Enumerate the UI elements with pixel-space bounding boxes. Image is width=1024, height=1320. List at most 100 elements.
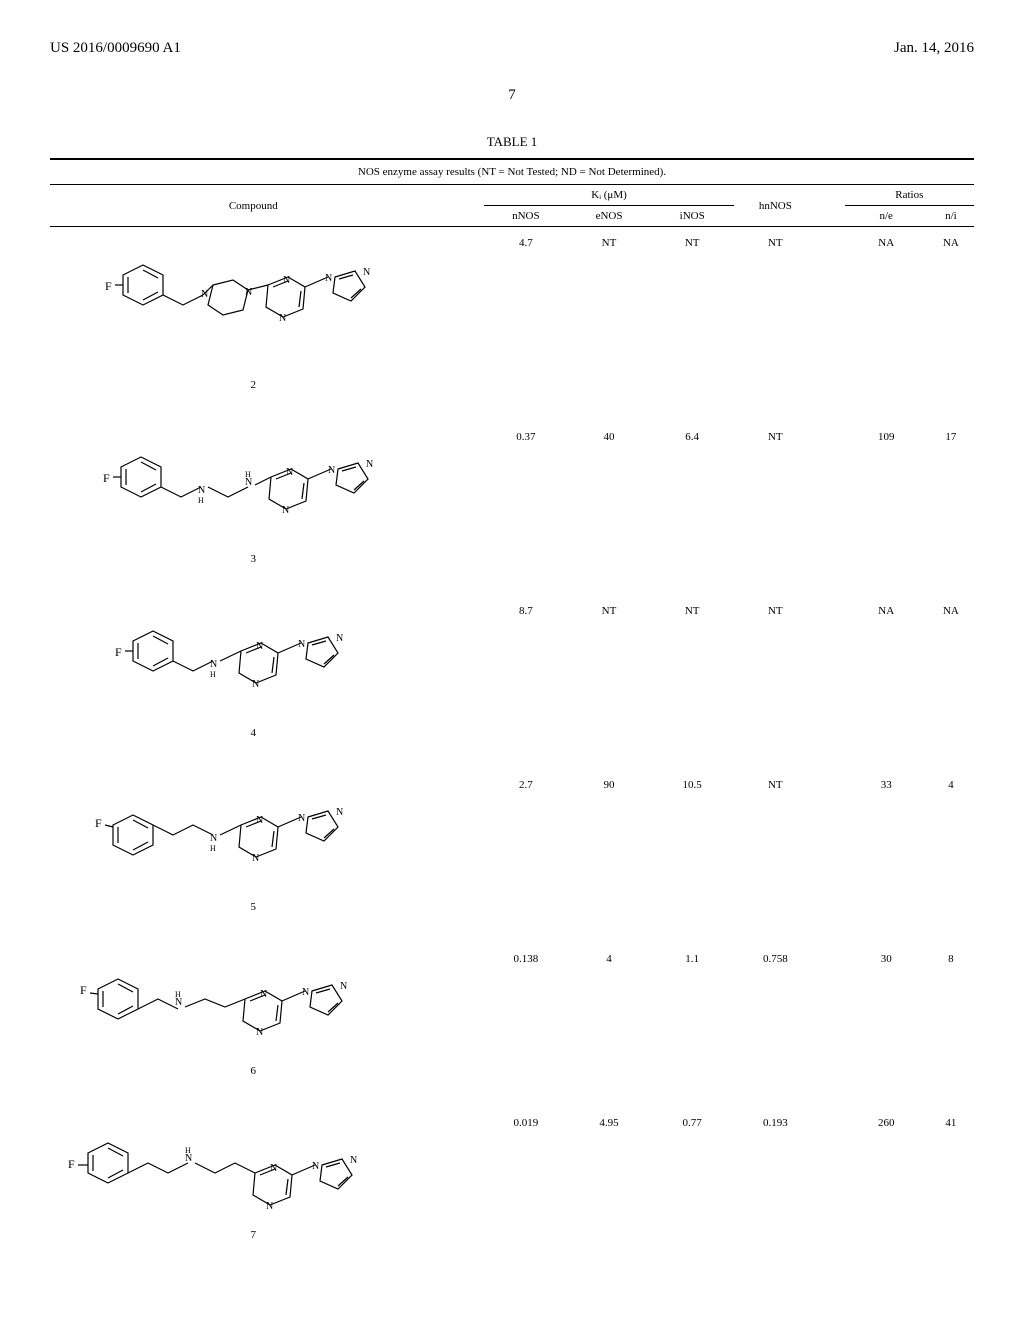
cell-eNOS: 40 [567,421,650,595]
ratio-header: Ratios [845,185,974,206]
col-compound: Compound [50,185,457,227]
svg-text:N: N [282,505,289,516]
svg-text:F: F [105,279,112,293]
svg-text:N: N [201,289,208,300]
svg-text:N: N [350,1155,357,1166]
cell-nNOS: 0.138 [484,943,567,1107]
cell-iNOS: NT [651,227,734,422]
svg-text:H: H [175,990,181,999]
cell-nNOS: 0.37 [484,421,567,595]
page-header: US 2016/0009690 A1 Jan. 14, 2016 [50,40,974,57]
cell-ne: NA [845,227,928,422]
svg-text:N: N [283,275,290,286]
structure-cell: F N H N N N [50,769,457,943]
svg-text:H: H [185,1146,191,1155]
page-number: 7 [50,87,974,104]
cell-iNOS: 1.1 [651,943,734,1107]
cell-ni: NA [928,595,974,769]
svg-text:N: N [366,459,373,470]
structure-cell: F N H N N N [50,943,457,1107]
col-hnNOS: hnNOS [734,185,817,227]
svg-text:N: N [266,1201,273,1212]
svg-text:N: N [302,987,309,998]
compound-number: 7 [54,1229,453,1241]
svg-text:H: H [210,670,216,679]
col-eNOS: eNOS [567,206,650,227]
compound-number: 3 [54,553,453,565]
svg-text:N: N [286,467,293,478]
structure-cell: F N H N N N [50,595,457,769]
svg-text:N: N [312,1161,319,1172]
table-label: TABLE 1 [50,134,974,150]
svg-text:N: N [279,313,286,324]
ki-header: Kᵢ (μM) [484,185,733,206]
pub-date: Jan. 14, 2016 [894,40,974,57]
cell-ni: NA [928,227,974,422]
compound-number: 6 [54,1065,453,1077]
structure-svg: F N H N N N [83,777,423,897]
svg-text:H: H [245,470,251,479]
svg-text:F: F [68,1157,75,1171]
cell-ne: 109 [845,421,928,595]
compound-number: 4 [54,727,453,739]
cell-iNOS: NT [651,595,734,769]
compound-number: 5 [54,901,453,913]
svg-text:N: N [270,1163,277,1174]
cell-eNOS: 90 [567,769,650,943]
cell-hnNOS: NT [734,421,817,595]
structure-cell: F N H N N N [50,1107,457,1271]
cell-nNOS: 4.7 [484,227,567,422]
structure-svg: F N H N N N [63,1115,443,1225]
structure-cell: F N N N [50,227,457,422]
cell-iNOS: 0.77 [651,1107,734,1271]
cell-hnNOS: 0.193 [734,1107,817,1271]
svg-text:N: N [340,981,347,992]
cell-eNOS: 4 [567,943,650,1107]
svg-text:N: N [210,833,217,844]
structure-svg: F N N N [83,235,423,375]
table-row: F N H N N N [50,1107,974,1271]
col-iNOS: iNOS [651,206,734,227]
cell-nNOS: 2.7 [484,769,567,943]
cell-hnNOS: NT [734,595,817,769]
cell-ni: 17 [928,421,974,595]
structure-svg: F N H N N N [73,951,433,1061]
structure-svg: F N H N H N N [83,429,423,549]
structure-svg: F N H N N N [93,603,413,723]
svg-text:N: N [325,273,332,284]
svg-text:F: F [80,983,87,997]
svg-text:N: N [252,679,259,690]
cell-hnNOS: 0.758 [734,943,817,1107]
col-ne: n/e [845,206,928,227]
cell-ni: 4 [928,769,974,943]
compound-number: 2 [54,379,453,391]
cell-ni: 41 [928,1107,974,1271]
svg-text:N: N [328,465,335,476]
cell-eNOS: NT [567,227,650,422]
cell-iNOS: 10.5 [651,769,734,943]
svg-text:N: N [252,853,259,864]
svg-text:F: F [115,645,122,659]
table-row: F N N N [50,227,974,422]
svg-text:N: N [256,1027,263,1038]
svg-text:N: N [210,659,217,670]
cell-ne: 30 [845,943,928,1107]
svg-text:N: N [256,641,263,652]
cell-ne: NA [845,595,928,769]
assay-results-table: Compound Kᵢ (μM) hnNOS Ratios nNOS eNOS … [50,185,974,1271]
cell-ne: 260 [845,1107,928,1271]
col-ni: n/i [928,206,974,227]
svg-text:H: H [198,496,204,505]
svg-text:N: N [260,989,267,1000]
table-row: F N H N N N [50,943,974,1107]
svg-text:N: N [298,639,305,650]
cell-nNOS: 8.7 [484,595,567,769]
cell-hnNOS: NT [734,769,817,943]
svg-text:N: N [336,807,343,818]
cell-eNOS: 4.95 [567,1107,650,1271]
svg-text:N: N [363,267,370,278]
table-row: F N H N H N N [50,421,974,595]
svg-text:F: F [95,816,102,830]
svg-text:F: F [103,471,110,485]
col-nNOS: nNOS [484,206,567,227]
